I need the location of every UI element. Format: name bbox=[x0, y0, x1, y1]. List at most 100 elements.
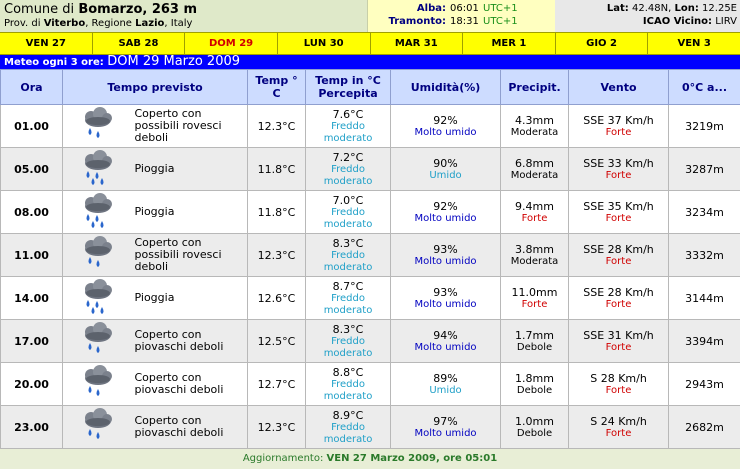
hour-cell: 23.00 bbox=[0, 405, 63, 449]
desc-line: piovaschi deboli bbox=[134, 340, 224, 353]
weather-icon-cell bbox=[62, 362, 133, 406]
province-name: Viterbo bbox=[43, 18, 86, 29]
humidity-value: 94% bbox=[433, 328, 458, 342]
precip-note: Moderata bbox=[510, 255, 559, 267]
forecast-subheader: Meteo ogni 3 ore: DOM 29 Marzo 2009 bbox=[0, 55, 740, 69]
humidity-value: 97% bbox=[433, 414, 458, 428]
weather-description: Coperto con piovaschi deboli bbox=[132, 319, 249, 363]
desc-line: Pioggia bbox=[134, 291, 175, 304]
wind-cell: SSE 33 Km/h Forte bbox=[568, 147, 670, 191]
freezing-level-cell: 3287m bbox=[668, 147, 740, 191]
perceived-note-1: Freddo bbox=[331, 163, 365, 175]
temp-cell: 12.3°C bbox=[247, 233, 307, 277]
weather-description: Coperto con possibili rovesci deboli bbox=[132, 104, 249, 148]
freezing-level-cell: 3234m bbox=[668, 190, 740, 234]
table-row: 08.00 Pioggia 11.8°C 7.0°C Freddo moderato 92%… bbox=[0, 190, 740, 234]
hour-cell: 17.00 bbox=[0, 319, 63, 363]
perceived-cell: 8.8°C Freddo moderato bbox=[305, 362, 392, 406]
wind-value: SSE 28 Km/h bbox=[583, 285, 654, 299]
col-header-temp-l2: C bbox=[272, 87, 281, 100]
desc-line: Coperto con bbox=[134, 328, 202, 341]
perceived-value: 8.7°C bbox=[332, 279, 364, 293]
precip-note: Moderata bbox=[510, 169, 559, 181]
perceived-note-1: Freddo bbox=[331, 421, 365, 433]
perceived-value: 8.3°C bbox=[332, 236, 364, 250]
day-tab[interactable]: DOM 29 bbox=[185, 33, 278, 54]
precip-cell: 1.8mm Debole bbox=[500, 362, 570, 406]
hour-cell: 20.00 bbox=[0, 362, 63, 406]
wind-value: SSE 37 Km/h bbox=[583, 113, 654, 127]
desc-line: piovaschi deboli bbox=[134, 383, 224, 396]
wind-cell: S 24 Km/h Forte bbox=[568, 405, 670, 449]
wind-value: SSE 31 Km/h bbox=[583, 328, 654, 342]
wind-note: Forte bbox=[605, 384, 632, 396]
day-tab[interactable]: GIO 2 bbox=[556, 33, 649, 54]
humidity-note: Molto umido bbox=[414, 341, 477, 353]
cloud-showers-icon bbox=[79, 106, 117, 147]
day-tab[interactable]: MER 1 bbox=[463, 33, 556, 54]
perceived-cell: 8.9°C Freddo moderato bbox=[305, 405, 392, 449]
perceived-note-2: moderato bbox=[323, 175, 373, 187]
precip-value: 6.8mm bbox=[515, 156, 554, 170]
humidity-note: Molto umido bbox=[414, 427, 477, 439]
wind-cell: S 28 Km/h Forte bbox=[568, 362, 670, 406]
precip-value: 11.0mm bbox=[511, 285, 558, 299]
col-header-temp: Temp ° C bbox=[247, 69, 307, 105]
wind-value: SSE 33 Km/h bbox=[583, 156, 654, 170]
wind-note: Forte bbox=[605, 255, 632, 267]
humidity-cell: 94% Molto umido bbox=[390, 319, 502, 363]
precip-value: 1.7mm bbox=[515, 328, 554, 342]
table-row: 20.00 Coperto con piovaschi deboli 12.7°C 8.… bbox=[0, 362, 740, 406]
perceived-note-2: moderato bbox=[323, 347, 373, 359]
precip-cell: 4.3mm Moderata bbox=[500, 104, 570, 148]
day-tab[interactable]: LUN 30 bbox=[278, 33, 371, 54]
sun-times-panel: Alba: 06:01 UTC+1 Tramonto: 18:31 UTC+1 bbox=[368, 0, 555, 32]
humidity-value: 93% bbox=[433, 285, 458, 299]
wind-note: Forte bbox=[605, 427, 632, 439]
day-tab[interactable]: MAR 31 bbox=[371, 33, 464, 54]
update-footer: Aggiornamento: VEN 27 Marzo 2009, ore 05… bbox=[0, 449, 740, 469]
precip-cell: 6.8mm Moderata bbox=[500, 147, 570, 191]
humidity-cell: 93% Molto umido bbox=[390, 276, 502, 320]
hour-cell: 14.00 bbox=[0, 276, 63, 320]
precip-value: 4.3mm bbox=[515, 113, 554, 127]
desc-line: Coperto con bbox=[134, 414, 202, 427]
location-prefix: Comune di bbox=[4, 2, 79, 17]
humidity-value: 90% bbox=[433, 156, 458, 170]
perceived-cell: 8.7°C Freddo moderato bbox=[305, 276, 392, 320]
sunrise-label: Alba: bbox=[416, 3, 446, 14]
cloud-showers-icon bbox=[79, 321, 117, 362]
perceived-note-1: Freddo bbox=[331, 249, 365, 261]
day-tab[interactable]: VEN 27 bbox=[0, 33, 93, 54]
precip-value: 9.4mm bbox=[515, 199, 554, 213]
coordinates-panel: Lat: 42.48N, Lon: 12.25E ICAO Vicino: LI… bbox=[555, 0, 740, 32]
cloud-showers-icon bbox=[79, 364, 117, 405]
table-header-row: Ora Tempo previsto Temp ° C Temp in °C Per… bbox=[0, 69, 740, 105]
humidity-cell: 89% Umido bbox=[390, 362, 502, 406]
weather-description: Coperto con piovaschi deboli bbox=[132, 362, 249, 406]
temp-cell: 12.7°C bbox=[247, 362, 307, 406]
sunset-time: 18:31 bbox=[450, 16, 479, 27]
day-tab[interactable]: SAB 28 bbox=[93, 33, 186, 54]
humidity-cell: 92% Molto umido bbox=[390, 190, 502, 234]
wind-note: Forte bbox=[605, 341, 632, 353]
perceived-note-2: moderato bbox=[323, 304, 373, 316]
desc-line: Coperto con bbox=[134, 371, 202, 384]
wind-note: Forte bbox=[605, 169, 632, 181]
lat-value: 42.48N, bbox=[632, 3, 672, 14]
precip-cell: 3.8mm Moderata bbox=[500, 233, 570, 277]
wind-note: Forte bbox=[605, 212, 632, 224]
humidity-note: Umido bbox=[429, 384, 462, 396]
col-header-tempo: Tempo previsto bbox=[61, 69, 249, 105]
perceived-note-1: Freddo bbox=[331, 378, 365, 390]
icao-value: LIRV bbox=[715, 16, 737, 27]
day-tab[interactable]: VEN 3 bbox=[677, 38, 711, 49]
country-name: , Italy bbox=[164, 18, 193, 29]
humidity-note: Molto umido bbox=[414, 212, 477, 224]
col-header-umidita: Umidità(%) bbox=[390, 69, 502, 105]
perceived-note-2: moderato bbox=[323, 390, 373, 402]
location-header: Comune di Bomarzo, 263 m Prov. di Viterb… bbox=[0, 0, 740, 32]
weather-description: Coperto con possibili rovesci deboli bbox=[132, 233, 249, 277]
freezing-level-cell: 3332m bbox=[668, 233, 740, 277]
table-row: 17.00 Coperto con piovaschi deboli 12.5°C 8.… bbox=[0, 319, 740, 363]
